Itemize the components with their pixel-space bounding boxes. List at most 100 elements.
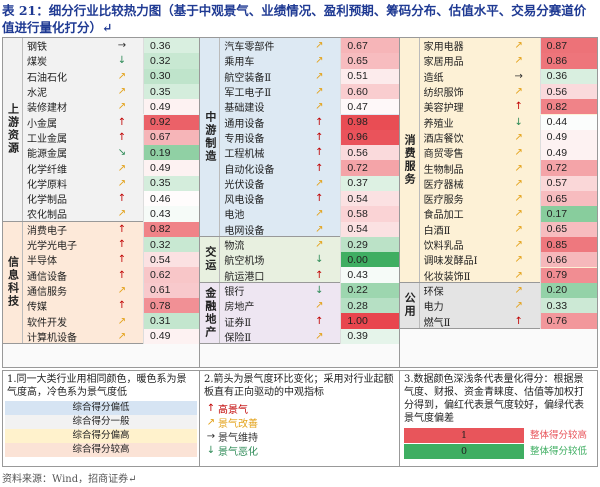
- industry-name: 传媒: [27, 302, 47, 314]
- industry-name: 饮料乳品: [423, 241, 464, 253]
- industry-name: 调味发酵品Ⅰ: [423, 256, 478, 268]
- table-row: 半导体 ↑ 0.54: [23, 252, 200, 268]
- industry-name: 化妆装饰Ⅱ: [423, 271, 471, 283]
- scale-label: 整体得分较低: [530, 446, 588, 457]
- score-value: 0.92: [143, 114, 200, 130]
- trend-arrow-icon: ↗: [117, 177, 127, 189]
- table-row: 电网设备 ↗ 0.54: [220, 221, 399, 237]
- table-row: 钢铁 → 0.36: [23, 38, 200, 54]
- table-row: 化学纤维 ↗ 0.49: [23, 160, 200, 176]
- table-row: 电力 ↗ 0.33: [420, 298, 597, 314]
- score-value: 0.19: [143, 145, 200, 161]
- sector-label: 信息科技: [3, 221, 23, 343]
- table-row: 基础建设 ↗ 0.47: [220, 99, 399, 115]
- table-row: 水泥 ↗ 0.35: [23, 83, 200, 100]
- trend-arrow-icon: ↗: [315, 70, 324, 82]
- industry-name: 军工电子Ⅱ: [224, 88, 272, 100]
- score-value: 0.36: [539, 68, 597, 84]
- score-value: 0.47: [340, 99, 399, 115]
- industry-name: 化学制品: [27, 195, 67, 207]
- table-row: 光学光电子 ↑ 0.32: [23, 236, 200, 253]
- industry-name: 银行: [224, 286, 245, 298]
- score-value: 0.44: [539, 114, 597, 130]
- signal-legend-item: ↗ 景气改善: [204, 415, 399, 430]
- score-scale-item: 1 整体得分较高: [404, 428, 593, 443]
- score-value: 0.98: [340, 114, 399, 130]
- scale-swatch: 0: [404, 444, 524, 459]
- table-row: 航运港口 ↑ 0.43: [220, 267, 399, 283]
- sector-label: 消费服务: [400, 38, 420, 282]
- trend-arrow-icon: ↑: [315, 193, 324, 205]
- legend-arrows: 2.箭头为景气度环比变化；采用对行业起额板直有正向驱动的中观指标 ↑ 高景气 ↗ 景气…: [200, 370, 400, 467]
- industry-name: 能源金属: [27, 149, 67, 161]
- table-row: 酒店餐饮 ↗ 0.49: [420, 129, 597, 146]
- sector-label: 上游资源: [3, 38, 23, 221]
- industry-name: 专用设备: [224, 133, 265, 145]
- industry-name: 电池: [224, 210, 245, 222]
- industry-name: 光学光电子: [27, 241, 77, 253]
- score-value: 0.37: [340, 175, 399, 191]
- table-row: 军工电子Ⅱ ↗ 0.60: [220, 83, 399, 100]
- scale-swatch: 1: [404, 428, 524, 443]
- industry-name: 航运港口: [224, 271, 265, 283]
- industry-name: 医疗器械: [423, 179, 464, 191]
- score-scale-item: 0 整体得分较低: [404, 444, 593, 459]
- table-row: 化学制品 ↑ 0.46: [23, 191, 200, 207]
- score-value: 0.32: [143, 53, 200, 69]
- industry-name: 白酒Ⅱ: [423, 225, 451, 237]
- table-row: 传媒 ↑ 0.78: [23, 298, 200, 314]
- trend-arrow-icon: ↗: [117, 86, 127, 98]
- industry-name: 房地产: [224, 302, 255, 314]
- industry-name: 美容护理: [423, 103, 464, 115]
- table-row: 物流 ↗ 0.29: [220, 236, 399, 253]
- table-row: 调味发酵品Ⅰ ↗ 0.66: [420, 252, 597, 268]
- signal-label: 景气维持: [218, 432, 258, 444]
- industry-name: 商贸零售: [423, 149, 464, 161]
- table-row: 风电设备 ↑ 0.54: [220, 191, 399, 207]
- table-row: 小金属 ↑ 0.92: [23, 114, 200, 130]
- legend-swatch: 综合得分一般: [5, 415, 197, 429]
- sector-label: 交运: [200, 236, 221, 282]
- table-row: 证券Ⅱ ↑ 1.00: [220, 313, 399, 329]
- table-row: 美容护理 ↑ 0.82: [420, 99, 597, 115]
- score-value: 0.43: [340, 267, 399, 283]
- column-3: 消费服务 家用电器 ↗ 0.87 家居用品 ↗ 0.86 造纸 → 0.36 纺织服饰 ↗ 0.56 美容…: [399, 38, 597, 367]
- sector-section: 中游制造 汽车零部件 ↗ 0.67 乘用车 ↗ 0.65 航空装备Ⅱ ↗ 0.51 军工电子Ⅱ ↗ 0.…: [200, 38, 399, 237]
- trend-arrow-icon: ↗: [315, 86, 324, 98]
- trend-arrow-icon: ↗: [514, 162, 523, 174]
- table-row: 汽车零部件 ↗ 0.67: [220, 38, 399, 54]
- trend-arrow-icon: ↗: [514, 223, 523, 235]
- score-value: 0.66: [539, 252, 597, 268]
- table-row: 造纸 → 0.36: [420, 68, 597, 84]
- trend-arrow-icon: ↑: [117, 239, 127, 251]
- industry-name: 证券Ⅱ: [224, 317, 252, 329]
- trend-arrow-icon: ↗: [514, 254, 523, 266]
- industry-name: 养殖业: [423, 118, 454, 130]
- industry-name: 电网设备: [224, 225, 265, 237]
- sector-label: 公用: [400, 282, 420, 328]
- table-row: 消费电子 ↑ 0.82: [23, 221, 200, 237]
- score-value: 0.35: [143, 175, 200, 191]
- score-value: 0.33: [539, 298, 597, 314]
- industry-name: 乘用车: [224, 57, 255, 69]
- score-value: 0.76: [539, 313, 597, 329]
- score-value: 0.43: [143, 206, 200, 222]
- trend-arrow-icon: ↗: [117, 284, 127, 296]
- trend-arrow-icon: ↗: [315, 330, 324, 342]
- industry-name: 光伏设备: [224, 179, 265, 191]
- sector-section: 消费服务 家用电器 ↗ 0.87 家居用品 ↗ 0.86 造纸 → 0.36 纺织服饰 ↗ 0.56 美容…: [399, 38, 597, 283]
- industry-name: 半导体: [27, 256, 57, 268]
- table-row: 航空机场 ↓ 0.00: [220, 252, 399, 268]
- score-value: 0.32: [143, 236, 200, 253]
- score-value: 0.49: [143, 99, 200, 115]
- industry-name: 生物制品: [423, 164, 464, 176]
- table-row: 通信设备 ↑ 0.62: [23, 267, 200, 283]
- score-value: 0.87: [539, 38, 597, 54]
- table-row: 生物制品 ↗ 0.72: [420, 160, 597, 176]
- industry-name: 计算机设备: [27, 332, 77, 344]
- signal-legend-item: ↓ 景气恶化: [204, 443, 399, 458]
- table-row: 商贸零售 ↗ 0.49: [420, 145, 597, 161]
- signal-arrow-icon: ↑: [206, 402, 216, 414]
- industry-name: 通用设备: [224, 118, 265, 130]
- score-value: 0.31: [143, 313, 200, 329]
